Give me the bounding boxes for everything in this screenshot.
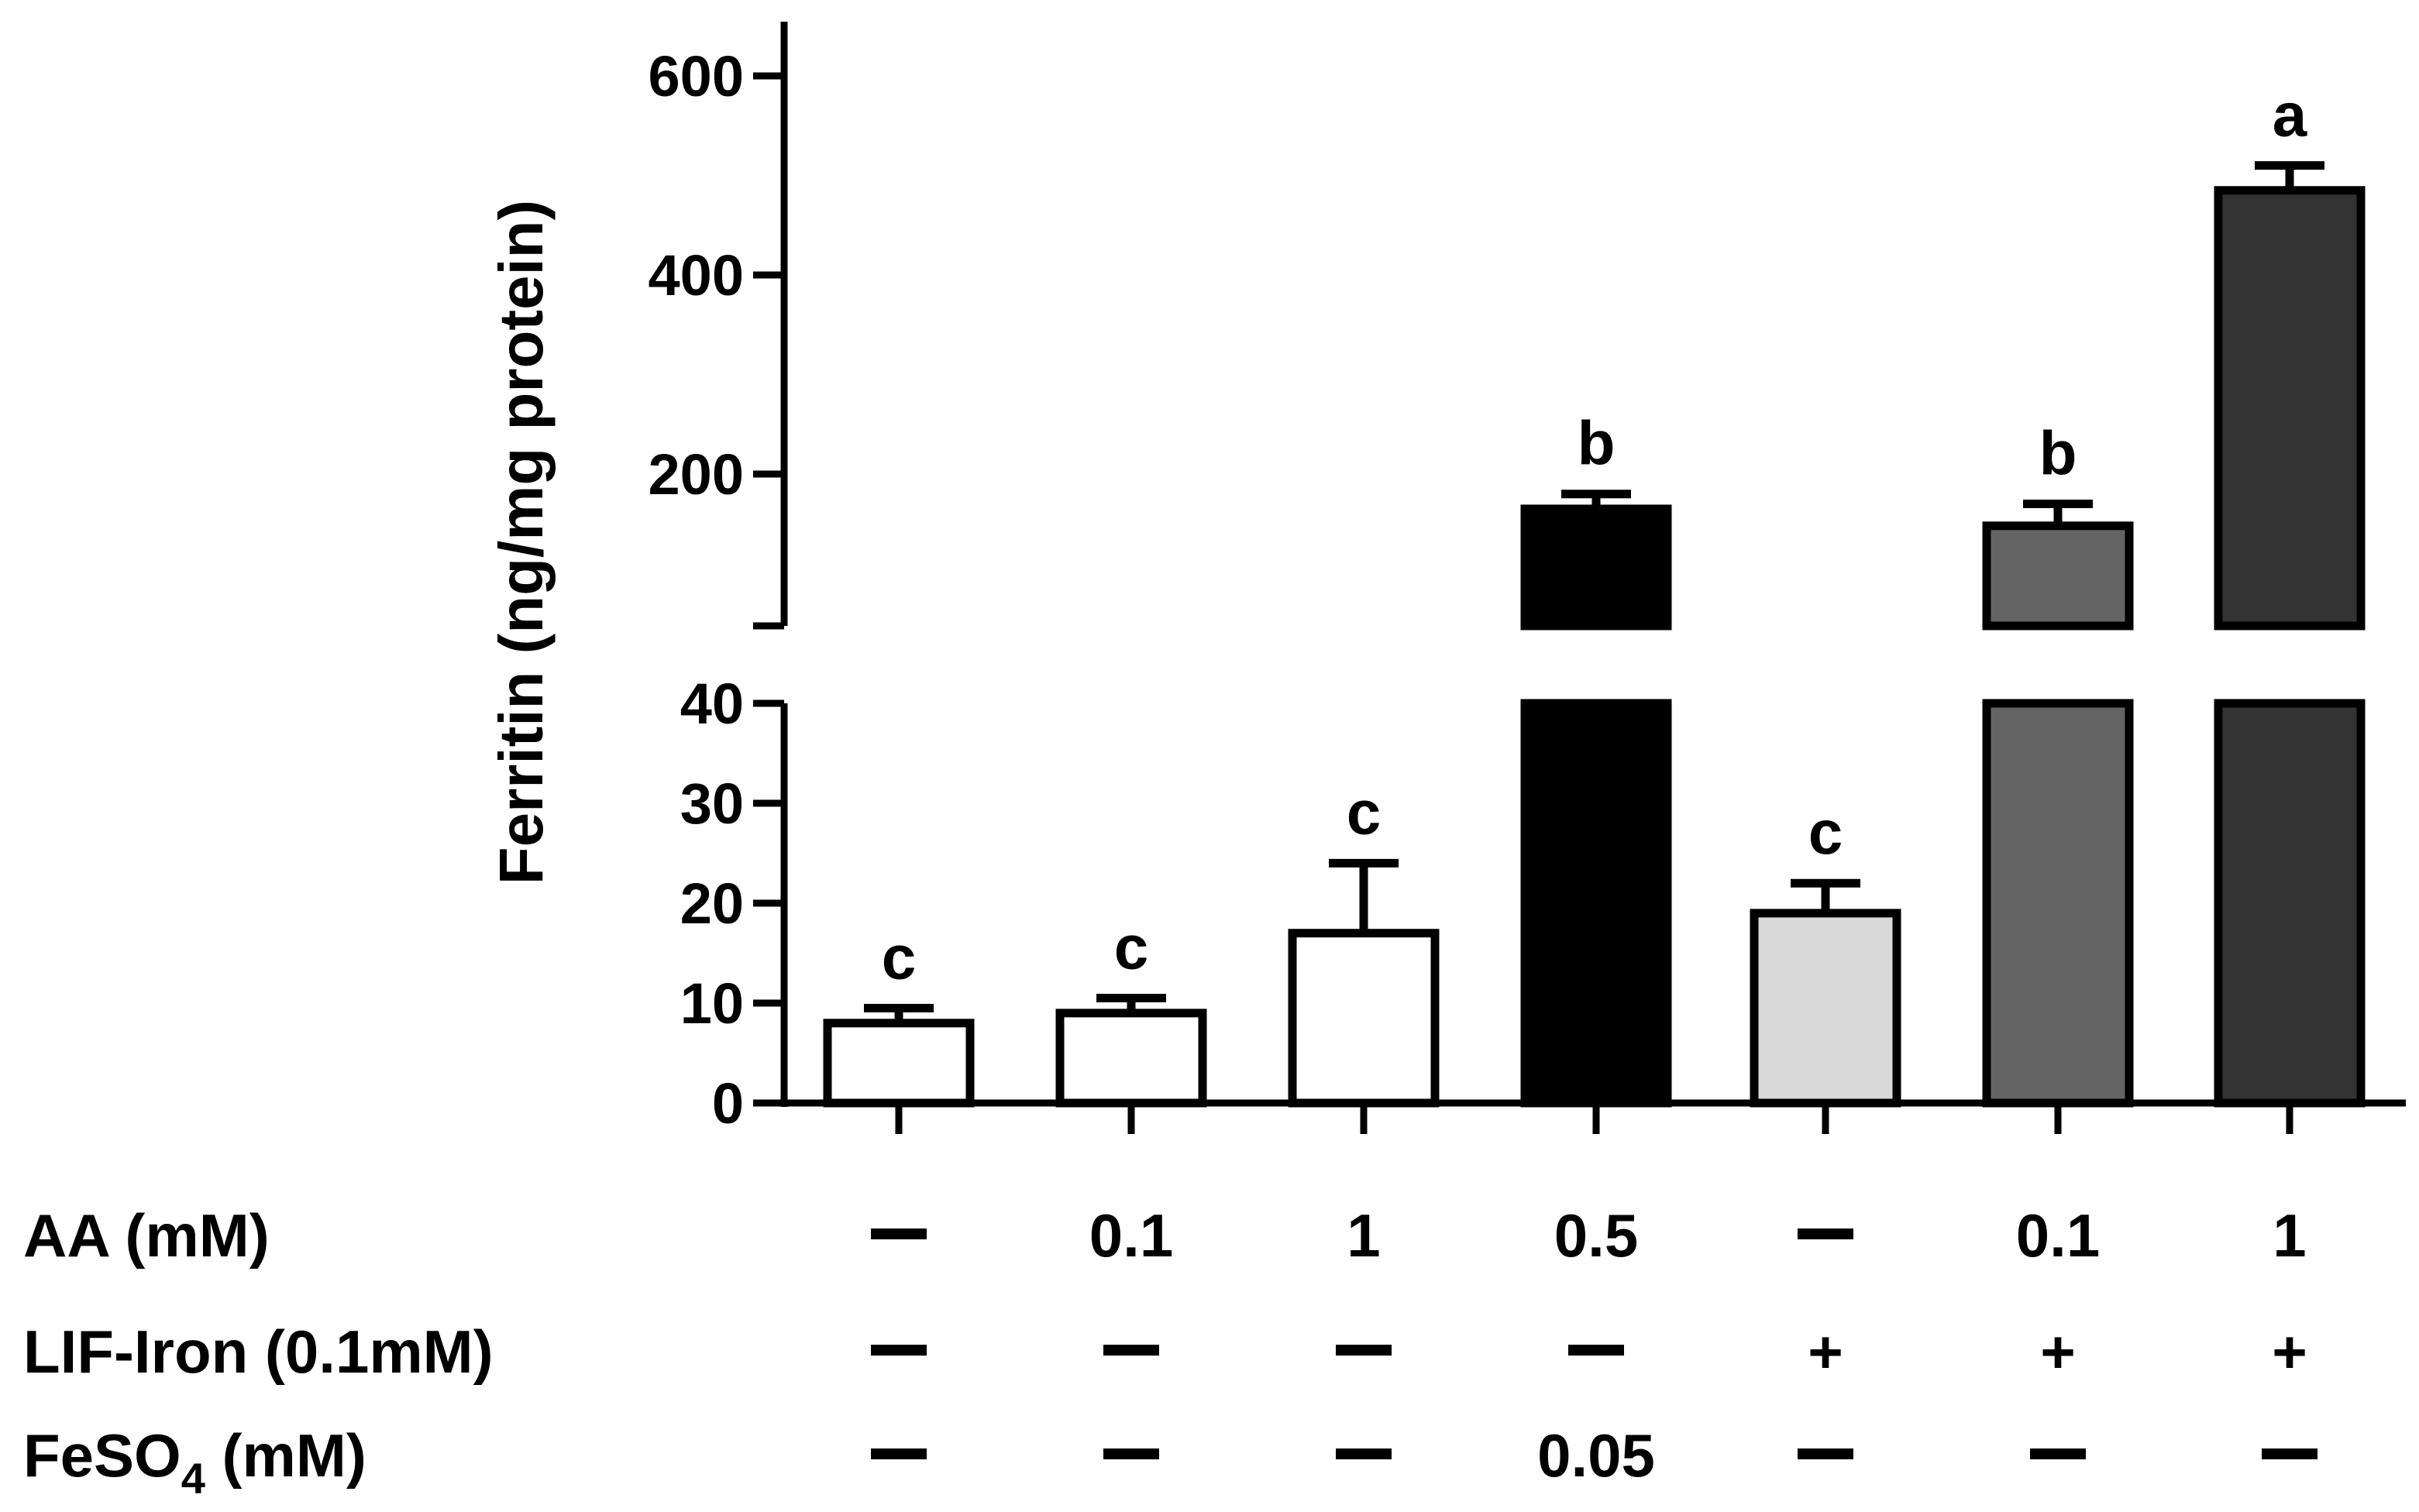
significance-letter: c: [1347, 778, 1382, 847]
row-label: LIF-Iron (0.1mM): [23, 1318, 494, 1386]
table-cell-value: 0.1: [2016, 1201, 2100, 1270]
bars-layer: [823, 161, 2366, 1108]
significance-letter: c: [882, 923, 917, 991]
table-cell-value: 1: [1347, 1201, 1380, 1270]
row-label-main: FeSO: [23, 1421, 181, 1490]
dash-mark: [871, 1228, 927, 1239]
table-cell-value: 1: [2273, 1201, 2306, 1270]
bar: [1055, 1009, 1207, 1108]
bar-upper-segment: [1520, 504, 1672, 631]
y-tick-label: 20: [680, 871, 744, 936]
bar: [1750, 909, 1901, 1108]
dash-mark: [871, 1345, 927, 1356]
bar-lower-segment: [2214, 699, 2366, 1108]
dash-mark: [1336, 1345, 1392, 1356]
dash-mark: [2262, 1448, 2317, 1459]
plus-mark: +: [2040, 1318, 2076, 1386]
bar-upper-segment: [1982, 521, 2134, 631]
dash-mark: [1568, 1345, 1624, 1356]
y-tick-label: 400: [649, 243, 744, 308]
y-tick-label: 40: [680, 672, 744, 736]
y-tick-label: 0: [712, 1071, 744, 1136]
plus-mark: +: [1808, 1318, 1843, 1386]
dash-mark: [1103, 1448, 1159, 1459]
significance-letter: a: [2273, 81, 2307, 149]
bar: [1288, 929, 1440, 1108]
dash-mark: [1103, 1345, 1159, 1356]
dash-mark: [1798, 1448, 1853, 1459]
significance-letter: b: [2039, 419, 2077, 488]
row-label-rest: (mM): [205, 1421, 366, 1490]
dash-mark: [1336, 1448, 1392, 1459]
row-label: AA (mM): [23, 1201, 270, 1270]
bar-lower-segment: [1982, 699, 2134, 1108]
table-cell-value: 0.1: [1089, 1201, 1173, 1270]
bar: [823, 1019, 975, 1108]
row-label: FeSO4 (mM): [23, 1421, 366, 1503]
significance-letter: c: [1808, 798, 1843, 867]
significance-letter: b: [1578, 409, 1616, 478]
y-tick-label: 30: [680, 771, 744, 836]
axis-layer: 0 10 20 30 40 200 400 600 Ferritin (ng/mg protei…: [487, 22, 2406, 1136]
labels-layer: c c c b c b a: [882, 81, 2307, 992]
table-cell-value: 0.5: [1554, 1201, 1638, 1270]
treatment-table: AA (mM) 0.1 1 0.5 0.1 1 LIF-Iron (0.1mM) + + + FeS…: [23, 1201, 2317, 1503]
bar-lower-segment: [1520, 699, 1672, 1108]
significance-letter: c: [1114, 913, 1149, 982]
dash-mark: [2030, 1448, 2086, 1459]
table-cell-value: 0.05: [1537, 1421, 1655, 1490]
y-axis-label: Ferritin (ng/mg protein): [487, 200, 556, 885]
dash-mark: [1798, 1228, 1853, 1239]
y-tick-label: 600: [649, 44, 744, 108]
row-label-subscript: 4: [181, 1454, 205, 1503]
bar-upper-segment: [2214, 186, 2366, 631]
plus-mark: +: [2272, 1318, 2307, 1386]
y-tick-label: 10: [680, 971, 744, 1036]
dash-mark: [871, 1448, 927, 1459]
y-tick-label: 200: [649, 442, 744, 507]
